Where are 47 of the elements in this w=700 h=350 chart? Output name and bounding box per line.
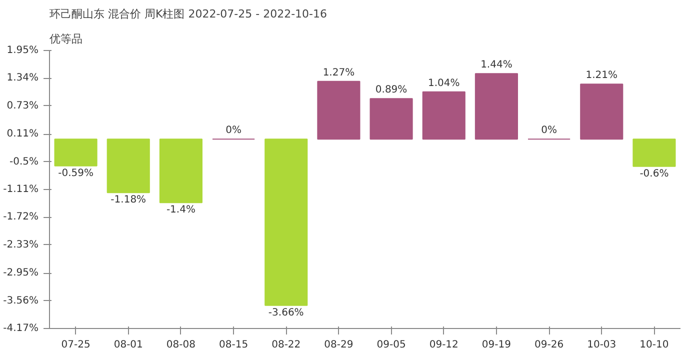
bar	[54, 138, 98, 166]
data-label: 1.44%	[480, 60, 512, 71]
data-label: 0%	[226, 125, 242, 136]
bar	[317, 80, 360, 140]
x-tick-label: 10-10	[640, 340, 669, 350]
data-label: -1.4%	[166, 204, 196, 216]
y-tick-label: 1.95%	[6, 45, 39, 56]
y-tick-label: -0.5%	[9, 156, 38, 168]
y-tick-label: -2.33%	[3, 239, 39, 250]
y-tick-label: 0.11%	[6, 128, 39, 140]
y-tick-label: -4.17%	[3, 323, 39, 334]
bar	[580, 84, 624, 140]
x-tick-label: 08-29	[324, 340, 354, 350]
bar	[422, 91, 466, 140]
x-tick-label: 07-25	[61, 340, 90, 350]
data-label: 1.04%	[428, 78, 460, 89]
chart-subtitle: 优等品	[50, 32, 82, 46]
data-label: 0.89%	[375, 84, 408, 96]
bar	[370, 98, 413, 140]
y-tick-label: 1.34%	[6, 72, 39, 84]
x-tick-label: 09-19	[482, 340, 511, 350]
chart-title: 环己酮山东 混合价 周K柱图 2022-07-25 - 2022-10-16	[50, 8, 328, 20]
x-tick-label: 09-12	[429, 340, 458, 350]
x-tick-label: 09-05	[376, 340, 406, 350]
y-tick-label: -1.72%	[3, 212, 39, 223]
y-tick-label: 0.73%	[6, 100, 39, 112]
x-tick-label: 08-01	[114, 340, 143, 350]
x-tick-label: 08-15	[219, 340, 248, 350]
bar	[106, 138, 150, 194]
data-label: -0.59%	[58, 168, 94, 179]
data-label: -3.66%	[268, 307, 304, 318]
x-tick-label: 09-26	[534, 340, 564, 350]
x-tick-label: 08-22	[272, 340, 301, 350]
bar	[474, 73, 518, 140]
data-label: 1.21%	[586, 70, 618, 82]
data-label: 1.27%	[322, 67, 355, 78]
data-label: -1.18%	[110, 194, 146, 206]
data-label: 0%	[541, 125, 557, 136]
bar	[159, 138, 202, 204]
y-tick-label: -2.95%	[3, 268, 39, 279]
y-tick-label: -3.56%	[3, 295, 39, 306]
bar	[264, 138, 308, 306]
x-tick-label: 08-08	[166, 340, 196, 350]
data-label: -0.6%	[640, 168, 669, 180]
y-tick-label: -1.11%	[3, 184, 39, 195]
x-tick-label: 10-03	[587, 340, 616, 350]
bar	[632, 138, 676, 167]
